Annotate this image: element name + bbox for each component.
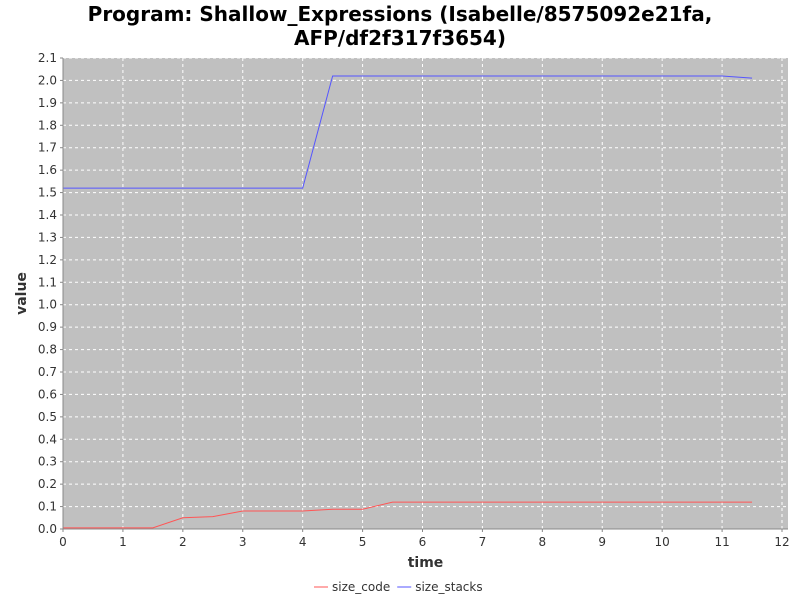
y-tick-label: 1.7 xyxy=(38,141,57,155)
y-tick-label: 2.0 xyxy=(38,73,57,87)
y-tick-label: 0.9 xyxy=(38,320,57,334)
series-line-size-code xyxy=(63,501,753,529)
x-tick-label: 10 xyxy=(655,535,670,549)
grid-lines xyxy=(62,57,788,530)
x-tick-label: 11 xyxy=(714,535,729,549)
y-tick-label: 1.9 xyxy=(38,96,57,110)
legend-label: size_stacks xyxy=(415,580,482,594)
x-tick-label: 4 xyxy=(299,535,307,549)
y-tick-label: 1.2 xyxy=(38,253,57,267)
y-axis-ticks: 0.0 0.1 0.2 0.3 0.4 0.5 0.6 0.7 0.8 0.9 1.0 1.1 1.2 1… xyxy=(38,51,63,536)
y-tick-label: 0.2 xyxy=(38,477,57,491)
y-tick-label: 0.1 xyxy=(38,500,57,514)
x-tick-label: 9 xyxy=(598,535,606,549)
legend-label: size_code xyxy=(332,580,390,594)
x-tick-label: 0 xyxy=(59,535,67,549)
y-tick-label: 0.3 xyxy=(38,455,57,469)
chart-title-line2: AFP/df2f317f3654) xyxy=(294,26,506,50)
y-tick-label: 1.4 xyxy=(38,208,57,222)
x-tick-label: 2 xyxy=(179,535,187,549)
y-tick-label: 2.1 xyxy=(38,51,57,65)
y-tick-label: 0.6 xyxy=(38,387,57,401)
axes xyxy=(62,58,788,530)
y-tick-label: 0.0 xyxy=(38,522,57,536)
y-tick-label: 1.3 xyxy=(38,230,57,244)
y-tick-label: 1.1 xyxy=(38,275,57,289)
legend-item-size-stacks: size_stacks xyxy=(397,580,483,594)
y-tick-label: 1.8 xyxy=(38,118,57,132)
legend-item-size-code: size_code xyxy=(314,580,390,594)
x-tick-label: 7 xyxy=(479,535,487,549)
y-tick-label: 0.7 xyxy=(38,365,57,379)
x-axis-label: time xyxy=(408,555,444,571)
y-axis-label: value xyxy=(14,272,30,315)
x-tick-label: 1 xyxy=(119,535,127,549)
x-tick-label: 5 xyxy=(359,535,367,549)
chart-title: Program: Shallow_Expressions (Isabelle/8… xyxy=(0,2,800,50)
x-tick-label: 12 xyxy=(774,535,789,549)
chart-title-line1: Program: Shallow_Expressions (Isabelle/8… xyxy=(87,2,713,26)
plot-area xyxy=(63,58,788,529)
x-tick-label: 3 xyxy=(239,535,247,549)
y-tick-label: 1.6 xyxy=(38,163,57,177)
x-axis-ticks: 0 1 2 3 4 5 6 7 8 9 10 11 12 xyxy=(59,529,790,549)
y-tick-label: 1.5 xyxy=(38,186,57,200)
legend: size_code size_stacks xyxy=(314,580,483,594)
x-tick-label: 8 xyxy=(539,535,547,549)
x-tick-label: 6 xyxy=(419,535,427,549)
series-lines xyxy=(63,75,753,529)
series-line-size-stacks xyxy=(63,75,753,189)
y-tick-label: 0.8 xyxy=(38,343,57,357)
y-tick-label: 1.0 xyxy=(38,298,57,312)
y-tick-label: 0.4 xyxy=(38,432,57,446)
y-tick-label: 0.5 xyxy=(38,410,57,424)
